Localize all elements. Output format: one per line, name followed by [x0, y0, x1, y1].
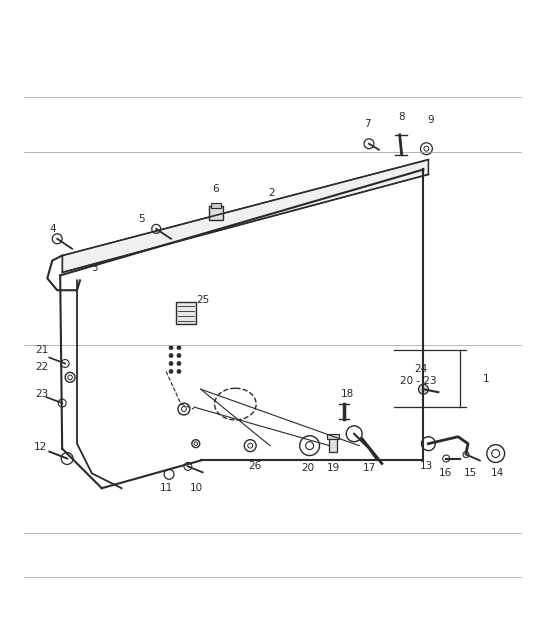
Text: 26: 26 [249, 462, 262, 472]
Polygon shape [62, 160, 428, 273]
Circle shape [177, 354, 181, 357]
Bar [329, 436, 337, 452]
Text: 4: 4 [49, 224, 56, 234]
Text: 7: 7 [364, 119, 371, 129]
Text: 24: 24 [414, 364, 427, 374]
Bar [176, 302, 196, 324]
Circle shape [177, 362, 181, 365]
Circle shape [169, 369, 173, 374]
Text: 23: 23 [36, 389, 49, 399]
Circle shape [169, 354, 173, 357]
Text: 5: 5 [138, 214, 144, 224]
Circle shape [169, 362, 173, 365]
Bar [209, 206, 222, 220]
Text: 21: 21 [36, 345, 49, 355]
Text: 22: 22 [36, 362, 49, 372]
Text: 14: 14 [491, 468, 504, 479]
Text: 2: 2 [269, 188, 275, 198]
Text: 19: 19 [327, 463, 340, 474]
Circle shape [177, 345, 181, 350]
Text: 17: 17 [362, 463, 376, 474]
Text: 10: 10 [190, 483, 203, 493]
Text: 11: 11 [160, 483, 173, 493]
Bar [328, 434, 340, 439]
Bar [210, 203, 221, 208]
Text: 20: 20 [301, 463, 314, 474]
Text: 9: 9 [427, 115, 434, 125]
Text: 3: 3 [92, 264, 98, 273]
Circle shape [419, 384, 428, 394]
Text: 25: 25 [196, 295, 209, 305]
Circle shape [169, 345, 173, 350]
Text: 20 - 23: 20 - 23 [400, 376, 437, 386]
Text: 12: 12 [34, 441, 47, 452]
Text: 8: 8 [398, 112, 405, 122]
Text: 13: 13 [420, 462, 433, 472]
Text: 18: 18 [341, 389, 354, 399]
Text: 16: 16 [439, 468, 452, 479]
Text: 15: 15 [463, 468, 476, 479]
Text: 6: 6 [212, 184, 219, 194]
Text: 1: 1 [482, 374, 489, 384]
Circle shape [177, 369, 181, 374]
